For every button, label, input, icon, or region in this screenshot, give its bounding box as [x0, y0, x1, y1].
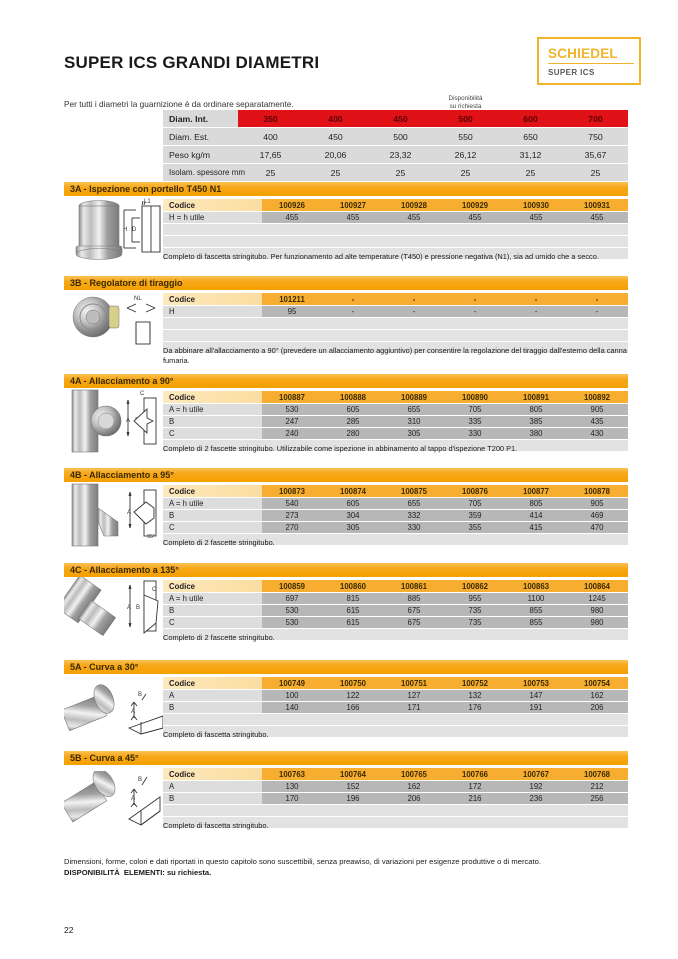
svg-text:95°: 95° — [147, 534, 155, 540]
svg-text:NL: NL — [134, 296, 142, 302]
svg-text:A: A — [126, 418, 130, 424]
svg-text:A: A — [127, 605, 131, 611]
svg-text:A: A — [131, 709, 135, 715]
svg-text:B: B — [138, 692, 142, 698]
svg-text:C: C — [140, 391, 145, 397]
svg-text:B: B — [138, 777, 142, 783]
svg-text:B: B — [136, 605, 140, 611]
svg-text:C: C — [152, 587, 157, 593]
svg-text:A: A — [131, 796, 135, 802]
svg-text:H: H — [123, 227, 127, 233]
svg-text:D: D — [132, 227, 137, 233]
svg-text:A: A — [127, 510, 131, 516]
